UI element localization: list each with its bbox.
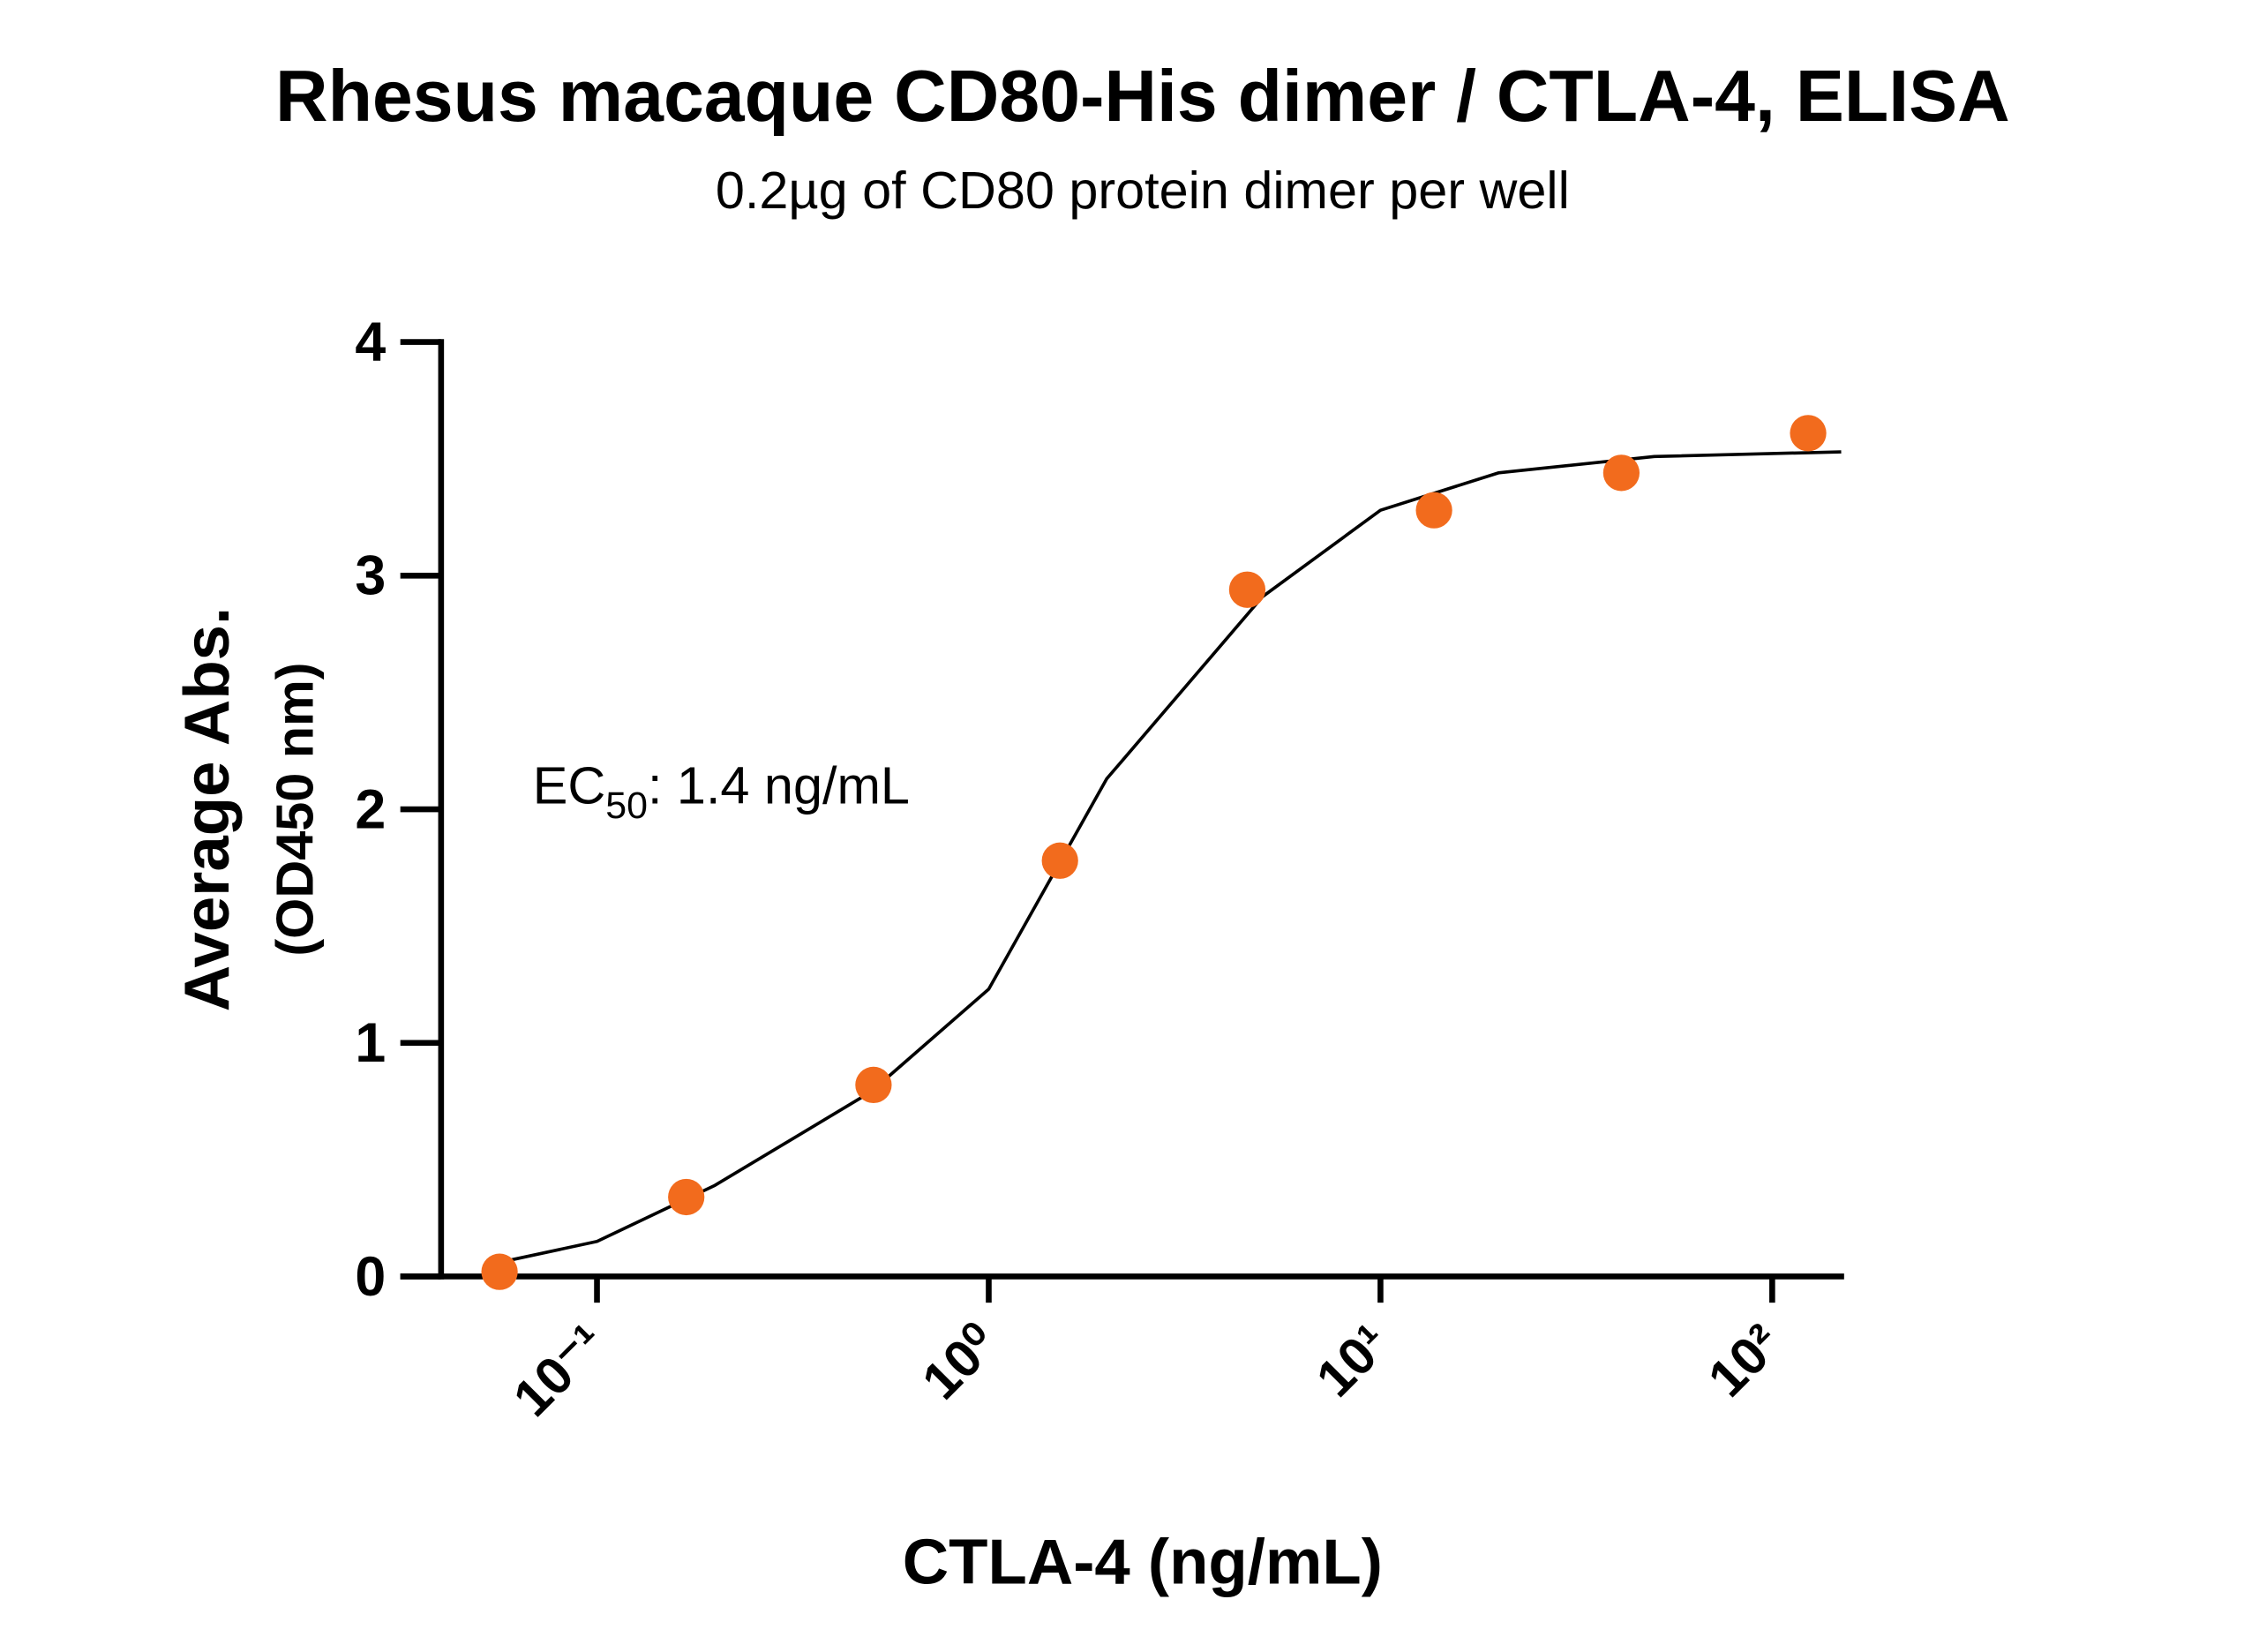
- chart-title: Rhesus macaque CD80-His dimer / CTLA-4, …: [275, 56, 2010, 137]
- annotation-subscript: 50: [605, 785, 648, 827]
- x-tick-label: 10⁰: [911, 1312, 1009, 1410]
- y-axis-title-group: Average Abs. (OD450 nm): [171, 607, 325, 1011]
- data-point: [1041, 842, 1078, 879]
- y-tick-label: 0: [355, 1246, 386, 1308]
- data-point: [668, 1178, 705, 1216]
- annotation-text: EC: [533, 755, 605, 815]
- data-point: [1415, 492, 1452, 529]
- y-tick-label: 4: [355, 312, 386, 373]
- data-point: [1228, 571, 1266, 608]
- fit-curve: [509, 450, 1842, 1262]
- data-point: [855, 1066, 892, 1104]
- annotation-rest: : 1.4 ng/mL: [648, 755, 910, 815]
- x-tick-label: 10²: [1697, 1312, 1792, 1408]
- data-point: [1790, 415, 1827, 452]
- data-point: [481, 1253, 518, 1290]
- y-axis-subtitle: (OD450 nm): [266, 662, 325, 956]
- y-tick-label: 3: [355, 545, 386, 607]
- chart-subtitle: 0.2µg of CD80 protein dimer per well: [716, 161, 1570, 220]
- data-point: [1602, 454, 1640, 492]
- y-tick-label: 1: [355, 1012, 386, 1074]
- y-axis-title: Average Abs.: [171, 607, 243, 1011]
- x-tick-label: 10¹: [1305, 1312, 1400, 1408]
- x-axis-title: CTLA-4 (ng/mL): [903, 1526, 1383, 1597]
- ec50-annotation: EC50: 1.4 ng/mL: [533, 755, 910, 826]
- x-tick-label: 10⁻¹: [502, 1312, 617, 1427]
- y-tick-label: 2: [355, 778, 386, 840]
